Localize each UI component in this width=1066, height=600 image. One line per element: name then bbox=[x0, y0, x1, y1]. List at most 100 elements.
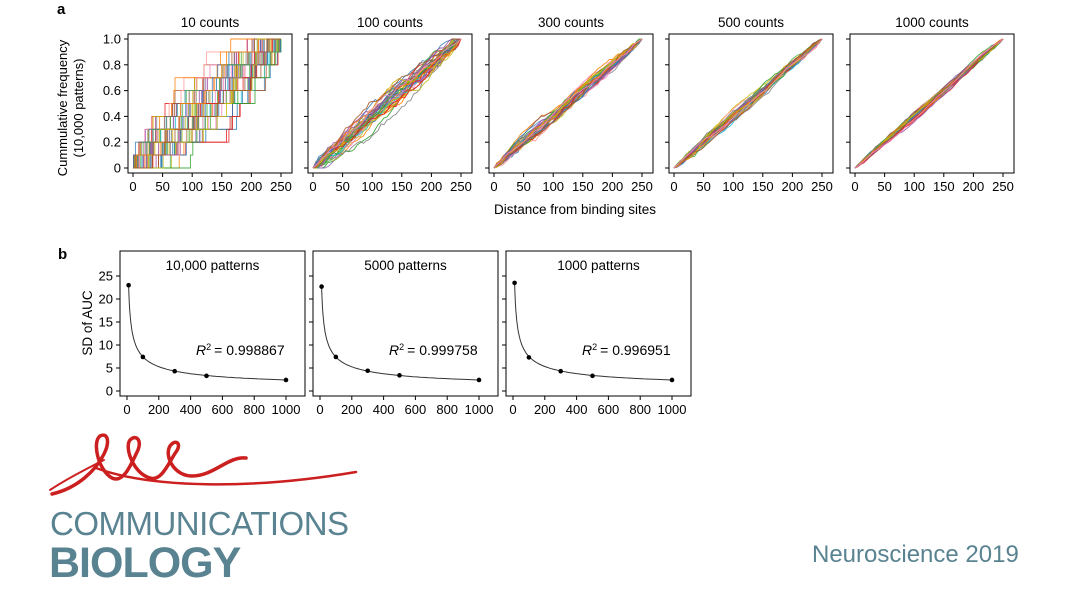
cdf-curves bbox=[673, 38, 823, 169]
r-exponent: 2 bbox=[206, 342, 211, 352]
cdf-curve bbox=[854, 38, 1004, 169]
x-tick-label: 0 bbox=[509, 402, 516, 417]
x-tick-label: 250 bbox=[270, 179, 292, 194]
cdf-curve bbox=[673, 38, 823, 169]
y-axis-label: Cummulative frequency bbox=[55, 39, 70, 176]
y-tick-label: 20 bbox=[99, 292, 113, 307]
y-tick-label: 0.4 bbox=[103, 109, 121, 124]
plot-title: 300 counts bbox=[538, 15, 604, 30]
cdf-curve bbox=[493, 38, 643, 169]
plot-title: 100 counts bbox=[357, 15, 423, 30]
data-point bbox=[476, 377, 482, 383]
x-axis-label: Distance from binding sites bbox=[494, 202, 656, 217]
cdf-plot-300: 300 counts 0 50 100 150 200 250 bbox=[485, 15, 654, 194]
x-tick-label: 0 bbox=[129, 179, 136, 194]
x-tick-label: 50 bbox=[335, 179, 349, 194]
cdf-curve bbox=[673, 38, 823, 169]
cdf-curves bbox=[854, 38, 1004, 169]
data-point bbox=[126, 282, 131, 288]
x-tick-label: 200 bbox=[963, 179, 985, 194]
x-tick-label: 150 bbox=[572, 179, 594, 194]
plot-title: 1000 patterns bbox=[557, 258, 640, 273]
data-point bbox=[590, 373, 595, 379]
x-tick-label: 50 bbox=[516, 179, 530, 194]
x-tick-label: 50 bbox=[877, 179, 891, 194]
x-tick-label: 1000 bbox=[658, 402, 687, 417]
r-symbol: R bbox=[389, 342, 399, 358]
r-exponent: 2 bbox=[592, 342, 597, 352]
y-tick-label: 0.2 bbox=[103, 135, 121, 150]
cdf-curves bbox=[312, 38, 462, 169]
x-tick-label: 100 bbox=[361, 179, 383, 194]
sd-plot-3: 1000 patterns R2 = 0.996951 0 200 400 600 800 10… bbox=[502, 250, 692, 417]
panel-a-label: a bbox=[57, 1, 66, 18]
cdf-curves bbox=[493, 38, 643, 169]
cdf-curve bbox=[673, 38, 823, 169]
x-tick-label: 400 bbox=[180, 402, 202, 417]
x-tick-label: 400 bbox=[373, 402, 395, 417]
x-tick-label: 0 bbox=[490, 179, 497, 194]
cdf-curve bbox=[312, 38, 462, 169]
cdf-plot-10: 10 counts 0 50 100 150 200 250 0 0.2 0.4 0.6 0.8 1.0 bbox=[103, 15, 293, 194]
y-tick-label: 10 bbox=[99, 338, 113, 353]
cdf-curve bbox=[133, 38, 281, 169]
r-squared-label: R2 = 0.998867 bbox=[196, 342, 285, 358]
plot-title: 10,000 patterns bbox=[166, 258, 260, 273]
plot-frame bbox=[127, 33, 293, 174]
y-tick-label: 5 bbox=[106, 361, 113, 376]
x-tick-label: 200 bbox=[148, 402, 170, 417]
x-tick-label: 100 bbox=[181, 179, 203, 194]
data-point bbox=[172, 368, 177, 374]
fit-curve bbox=[514, 282, 673, 381]
plot-title: 500 counts bbox=[718, 15, 784, 30]
y-tick-label: 25 bbox=[99, 269, 113, 284]
plot-frame bbox=[668, 33, 834, 174]
x-tick-label: 0 bbox=[316, 402, 323, 417]
cdf-curve bbox=[133, 38, 281, 169]
x-tick-label: 200 bbox=[241, 179, 263, 194]
data-point bbox=[526, 355, 532, 360]
y-tick-label: 0.8 bbox=[103, 57, 121, 72]
cdf-curve bbox=[673, 38, 823, 169]
x-tick-label: 200 bbox=[602, 179, 624, 194]
x-tick-label: 600 bbox=[212, 402, 234, 417]
data-point bbox=[512, 280, 517, 286]
r-value: = 0.996951 bbox=[600, 342, 671, 358]
plot-title: 1000 counts bbox=[895, 15, 969, 30]
x-tick-label: 200 bbox=[534, 402, 556, 417]
sd-plot-2: 5000 patterns R2 = 0.999758 0 200 400 600 800 10… bbox=[309, 250, 499, 417]
data-point bbox=[558, 368, 563, 374]
x-tick-label: 1000 bbox=[465, 402, 494, 417]
x-tick-label: 100 bbox=[542, 179, 564, 194]
r-squared-label: R2 = 0.996951 bbox=[582, 342, 671, 358]
x-tick-label: 50 bbox=[155, 179, 169, 194]
x-tick-label: 150 bbox=[211, 179, 233, 194]
x-tick-label: 250 bbox=[631, 179, 653, 194]
y-tick-label: 1.0 bbox=[103, 32, 121, 47]
data-point bbox=[397, 373, 402, 378]
y-tick-label: 0 bbox=[106, 384, 113, 399]
r-symbol: R bbox=[196, 342, 206, 358]
cdf-plot-500: 500 counts 0 50 100 150 200 250 bbox=[665, 15, 834, 194]
plot-title: 5000 patterns bbox=[364, 258, 447, 273]
r-symbol: R bbox=[582, 342, 592, 358]
r-exponent: 2 bbox=[399, 342, 404, 352]
x-tick-label: 0 bbox=[309, 179, 316, 194]
x-tick-label: 800 bbox=[436, 402, 458, 417]
plot-frame bbox=[488, 33, 654, 174]
x-tick-label: 600 bbox=[405, 402, 427, 417]
y-tick-label: 0.6 bbox=[103, 83, 121, 98]
x-tick-label: 600 bbox=[598, 402, 620, 417]
cdf-curve bbox=[493, 38, 643, 169]
panel-b-label: b bbox=[58, 246, 67, 263]
x-tick-label: 0 bbox=[851, 179, 858, 194]
data-point bbox=[669, 377, 675, 383]
cdf-curve bbox=[854, 38, 1004, 169]
plot-frame bbox=[505, 250, 692, 397]
plot-frame bbox=[119, 250, 306, 397]
data-point bbox=[283, 377, 289, 383]
x-tick-label: 150 bbox=[933, 179, 955, 194]
x-tick-label: 250 bbox=[450, 179, 472, 194]
